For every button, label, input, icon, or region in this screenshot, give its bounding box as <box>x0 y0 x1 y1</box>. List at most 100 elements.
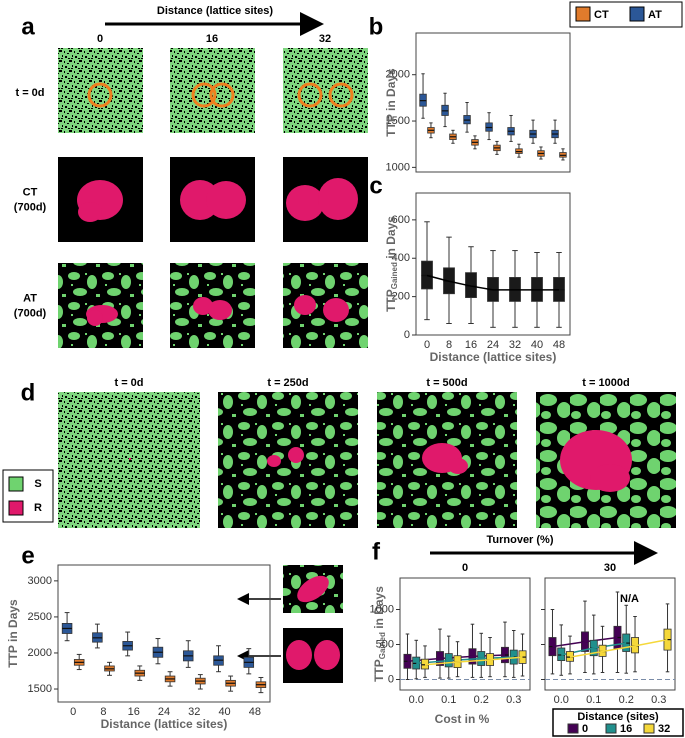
x-tick-label: 16 <box>128 706 140 718</box>
panel-d-images <box>58 392 676 528</box>
x-tick-label: 32 <box>509 339 521 351</box>
legend-label: 0 <box>582 723 588 735</box>
row-label: CT <box>23 186 38 198</box>
row-label: (700d) <box>14 201 47 213</box>
y-tick-label: 1000 <box>370 603 394 615</box>
x-tick-label: 0.2 <box>474 694 489 706</box>
panel-title: 0 <box>462 562 468 574</box>
row-label: (700d) <box>14 307 47 319</box>
resistant-blob <box>314 640 340 670</box>
panel-letter: e <box>21 542 34 569</box>
panel-e-thumbnails <box>237 565 343 683</box>
y-axis-label: TTP in Days <box>6 599 20 668</box>
y-tick-label: 2000 <box>28 647 52 659</box>
legend-label: CT <box>594 9 609 21</box>
y-tick-label: 2000 <box>386 69 410 81</box>
legend-swatch <box>575 6 591 22</box>
x-tick-label: 16 <box>465 339 477 351</box>
legend-label: AT <box>648 9 662 21</box>
median-trend <box>569 638 668 658</box>
legend-swatch <box>605 723 617 734</box>
x-tick-label: 48 <box>553 339 565 351</box>
y-axis-label: TTPGained in Days <box>384 216 399 312</box>
median-trend <box>552 636 618 648</box>
column-label: t = 250d <box>267 377 308 389</box>
plot-frame <box>544 577 676 691</box>
panel-letter: b <box>369 13 384 40</box>
y-tick-label: 1500 <box>28 683 52 695</box>
legend-label: R <box>34 502 42 514</box>
y-label-rest: in Days <box>372 586 386 632</box>
x-tick-label: 48 <box>249 706 261 718</box>
median-trend <box>426 274 559 291</box>
y-tick-label: 1500 <box>386 115 410 127</box>
column-label: 32 <box>319 33 331 45</box>
x-tick-label: 0.1 <box>441 694 456 706</box>
column-label: t = 0d <box>114 377 143 389</box>
panel-letter: c <box>369 172 382 199</box>
y-tick-label: 0 <box>404 329 410 341</box>
x-tick-label: 0 <box>424 339 430 351</box>
lattice-image <box>58 48 143 133</box>
y-tick-label: 500 <box>376 638 394 650</box>
x-tick-label: 40 <box>218 706 230 718</box>
y-label-main: TTP <box>384 289 398 312</box>
annotation: N/A <box>620 593 639 605</box>
resistant-blobs <box>77 178 358 222</box>
y-tick-label: 600 <box>392 214 410 226</box>
column-label: t = 1000d <box>582 377 629 389</box>
x-tick-label: 0.3 <box>506 694 521 706</box>
legend-swatch <box>567 723 579 734</box>
x-axis-label: Distance (lattice sites) <box>430 350 557 364</box>
resistant-blob <box>297 575 329 603</box>
lattice-image <box>218 392 358 528</box>
panel-title: 30 <box>604 562 616 574</box>
x-tick-label: 40 <box>531 339 543 351</box>
x-tick-label: 24 <box>158 706 170 718</box>
resistant-blob <box>286 640 312 670</box>
column-label: 16 <box>206 33 218 45</box>
legend-swatch <box>629 6 645 22</box>
x-tick-label: 8 <box>100 706 106 718</box>
x-tick-label: 0.1 <box>586 694 601 706</box>
median-trend <box>416 656 514 665</box>
row-label: t = 0d <box>15 87 44 99</box>
y-axis-label: TTP in Days <box>384 68 398 137</box>
y-label-sub: Gained <box>390 262 399 289</box>
y-axis-label: TTPGained in Days <box>372 586 387 682</box>
y-tick-label: 400 <box>392 252 410 264</box>
column-label: 0 <box>97 33 103 45</box>
median-trend <box>424 656 523 666</box>
resistant-blobs <box>129 430 632 492</box>
legend-swatch <box>8 500 24 516</box>
y-tick-label: 200 <box>392 291 410 303</box>
y-label-main: TTP in Days <box>384 68 398 137</box>
panel-header: Distance (lattice sites) <box>157 5 273 17</box>
panel-letter: a <box>21 13 35 40</box>
x-tick-label: 32 <box>188 706 200 718</box>
legend-title: Distance (sites) <box>577 711 659 723</box>
y-tick-label: 0 <box>388 673 394 685</box>
plot-frame <box>415 192 571 336</box>
legend-swatch <box>8 476 24 492</box>
x-tick-label: 24 <box>487 339 499 351</box>
plot-frame <box>57 564 271 703</box>
x-tick-label: 0.2 <box>619 694 634 706</box>
column-label: t = 500d <box>426 377 467 389</box>
x-tick-label: 0.0 <box>409 694 424 706</box>
y-tick-label: 1000 <box>386 161 410 173</box>
y-label-sub: Gained <box>378 632 387 659</box>
lattice-image <box>283 48 368 133</box>
panel-header: Turnover (%) <box>486 534 553 546</box>
panel-letter: d <box>21 379 36 406</box>
x-axis-label: Cost in % <box>435 712 490 726</box>
plot-frame <box>399 577 531 691</box>
row-label: AT <box>23 292 37 304</box>
x-axis-label: Distance (lattice sites) <box>101 717 228 731</box>
y-tick-label: 2500 <box>28 611 52 623</box>
y-label-rest: in Days <box>384 216 398 262</box>
y-tick-label: 3000 <box>28 575 52 587</box>
legend-label: S <box>34 478 41 490</box>
x-tick-label: 8 <box>446 339 452 351</box>
